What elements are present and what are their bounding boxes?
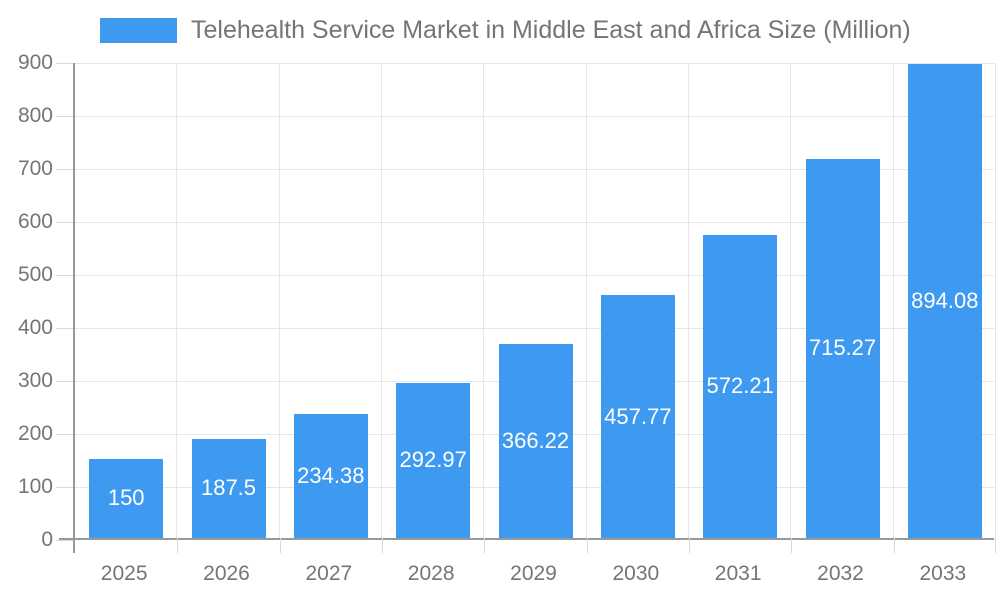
x-tick-label: 2026	[203, 562, 250, 585]
bar-2030[interactable]: 457.77	[600, 295, 675, 538]
x-tick-label: 2033	[919, 562, 967, 585]
bar-value-label: 894.08	[911, 288, 979, 314]
gridline-vertical	[483, 63, 484, 538]
x-tick-mark	[689, 538, 690, 553]
y-axis-labels: 0 100 200 300 400 500 600 700 800 900	[0, 51, 53, 551]
bar-2025[interactable]: 150	[89, 458, 164, 538]
y-tick-label: 400	[17, 316, 53, 339]
x-tick-label: 2031	[714, 562, 762, 585]
x-tick-mark	[484, 538, 485, 553]
y-tick-label: 600	[17, 210, 53, 233]
y-tick-mark	[56, 434, 73, 435]
bar-2033[interactable]: 894.08	[907, 64, 982, 538]
x-tick-mark	[177, 538, 178, 553]
gridline-horizontal	[75, 63, 994, 64]
x-tick-label: 2028	[407, 562, 455, 585]
bar-value-label: 234.38	[297, 462, 365, 488]
bar-value-label: 715.27	[808, 335, 877, 361]
gridline-horizontal	[75, 116, 994, 117]
y-tick-mark	[56, 487, 73, 488]
y-tick-mark	[56, 63, 73, 64]
y-tick-label: 800	[17, 104, 53, 127]
gridline-vertical	[381, 63, 382, 538]
plot-area: 150 187.5 234.38 292.97 366.22 457.77 572.21 71…	[56, 63, 996, 553]
y-tick-label: 0	[41, 528, 53, 551]
x-tick-mark	[280, 538, 281, 553]
x-tick-label: 2027	[305, 562, 353, 585]
x-tick-label: 2030	[612, 562, 660, 585]
x-axis-extension	[59, 538, 73, 540]
bar-2027[interactable]: 234.38	[293, 413, 368, 538]
bar-value-label: 187.5	[200, 475, 257, 501]
gridline-vertical	[995, 63, 996, 538]
y-tick-mark	[56, 540, 73, 541]
bar-value-label: 292.97	[399, 447, 467, 473]
y-tick-label: 700	[17, 157, 53, 180]
legend-swatch-icon	[100, 18, 177, 43]
y-tick-mark	[56, 116, 73, 117]
x-tick-mark	[382, 538, 383, 553]
x-tick-mark	[894, 538, 895, 553]
x-tick-label: 2025	[100, 562, 148, 585]
y-tick-label: 900	[17, 51, 53, 74]
bar-2032[interactable]: 715.27	[805, 158, 880, 538]
chart-title: Telehealth Service Market in Middle East…	[191, 16, 911, 44]
y-tick-label: 300	[17, 369, 53, 392]
gridline-horizontal	[75, 275, 994, 276]
y-tick-mark	[56, 328, 73, 329]
gridline-vertical	[586, 63, 587, 538]
gridline-vertical	[790, 63, 791, 538]
bar-2028[interactable]: 292.97	[396, 382, 471, 538]
bar-2031[interactable]: 572.21	[703, 234, 778, 538]
bar-value-label: 572.21	[706, 373, 774, 399]
x-axis-labels: 2025 2026 2027 2028 2029 2030 2031 2032 2033	[73, 561, 994, 587]
x-tick-mark	[587, 538, 588, 553]
x-tick-label: 2032	[817, 562, 864, 585]
y-tick-mark	[56, 275, 73, 276]
gridline-horizontal	[75, 222, 994, 223]
gridline-vertical	[279, 63, 280, 538]
bar-value-label: 457.77	[604, 403, 672, 429]
gridline-vertical	[893, 63, 894, 538]
y-tick-label: 500	[17, 263, 53, 286]
x-tick-mark	[73, 538, 75, 553]
gridline-vertical	[176, 63, 177, 538]
gridline-horizontal	[75, 169, 994, 170]
bar-2026[interactable]: 187.5	[191, 438, 266, 538]
x-tick-mark	[791, 538, 792, 553]
gridline-vertical	[688, 63, 689, 538]
y-tick-mark	[56, 222, 73, 223]
bar-value-label: 150	[107, 485, 145, 511]
x-tick-mark	[995, 538, 996, 553]
y-tick-mark	[56, 169, 73, 170]
y-tick-label: 200	[17, 422, 53, 445]
bar-2029[interactable]: 366.22	[498, 343, 573, 538]
y-tick-label: 100	[17, 475, 53, 498]
bar-value-label: 366.22	[501, 427, 570, 453]
legend[interactable]: Telehealth Service Market in Middle East…	[100, 16, 911, 45]
y-tick-mark	[56, 381, 73, 382]
gridline-horizontal	[75, 328, 994, 329]
x-tick-label: 2029	[510, 562, 557, 585]
